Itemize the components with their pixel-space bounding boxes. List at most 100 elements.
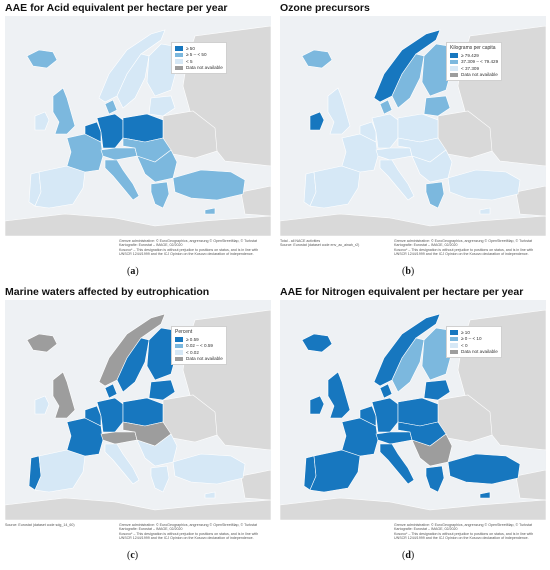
legend-label: 37.309 – < 79.429 xyxy=(461,59,499,65)
region-denmark xyxy=(379,99,393,115)
legend-swatch xyxy=(450,336,458,341)
legend-label: ≥ 5 – < 50 xyxy=(186,52,207,58)
credit-line: Kartografie: Eurostat – IMAGE, 02/2020 xyxy=(394,527,458,532)
region-denmark xyxy=(104,99,118,115)
region-middle-east xyxy=(240,185,271,217)
panel-label: (b) xyxy=(402,266,415,277)
legend-swatch xyxy=(450,72,458,77)
legend-item: Data not available xyxy=(175,356,223,363)
credits-note: Grenze administrative: © EuroGeographics… xyxy=(119,523,269,541)
legend-label: Data not available xyxy=(186,356,223,362)
region-north-africa xyxy=(5,213,271,236)
legend-swatch xyxy=(450,330,458,335)
legend-item: ≥ 0 – < 10 xyxy=(450,336,498,343)
region-ireland xyxy=(309,395,325,415)
credit-line: Kosovo* – This designation is without pr… xyxy=(119,247,259,252)
region-germany xyxy=(371,113,399,149)
legend-swatch xyxy=(175,59,183,64)
region-sweden xyxy=(391,53,425,109)
credit-line: UNSCR 1244/1999 and the ICJ Opinion on t… xyxy=(119,536,254,541)
credits-note: Grenze administrative: © EuroGeographics… xyxy=(119,239,269,257)
legend-item: ≥ 79.429 xyxy=(450,52,498,59)
legend-label: ≥ 50 xyxy=(186,45,195,51)
panel-label: (d) xyxy=(402,550,415,561)
legend-item: < 5 xyxy=(175,58,223,65)
legend-item: Data not available xyxy=(175,65,223,72)
region-uk xyxy=(52,371,76,419)
legend-item: ≥ 10 xyxy=(450,329,498,336)
choropleth-map xyxy=(5,300,271,520)
panel-title: AAE for Nitrogen equivalent per hectare … xyxy=(280,286,524,298)
region-greece xyxy=(150,465,170,493)
source-note: Total - all NACE activities Source: Euros… xyxy=(280,239,360,248)
region-middle-east xyxy=(515,469,546,501)
region-denmark xyxy=(379,383,393,399)
legend-item: < 0 xyxy=(450,342,498,349)
region-middle-east xyxy=(240,469,271,501)
region-balkans xyxy=(136,433,178,467)
legend-swatch xyxy=(175,65,183,70)
choropleth-map xyxy=(280,16,546,236)
region-middle-east xyxy=(515,185,546,217)
legend-swatch xyxy=(175,343,183,348)
legend-label: Data not available xyxy=(461,72,498,78)
credit-line: Kosovo* – This designation is without pr… xyxy=(119,531,259,536)
credit-line: Grenze administrative: © EuroGeographics… xyxy=(394,239,532,243)
region-poland xyxy=(122,397,164,427)
region-ireland xyxy=(309,111,325,131)
map-panel-a: AAE for Acid equivalent per hectare per … xyxy=(3,2,273,284)
credit-line: Grenze administrative: © EuroGeographics… xyxy=(119,523,257,527)
legend-item: ≥ 0.59 xyxy=(175,336,223,343)
credit-line: Grenze administrative: © EuroGeographics… xyxy=(394,523,532,527)
region-norway xyxy=(373,29,441,103)
choropleth-map xyxy=(5,16,271,236)
region-turkey xyxy=(447,453,521,485)
region-ireland xyxy=(34,111,50,131)
map-legend: Kilograms per capita ≥ 79.429 37.309 – < 7… xyxy=(446,42,503,81)
legend-label: ≥ 0 – < 10 xyxy=(461,336,482,342)
region-north-africa xyxy=(280,213,546,236)
region-baltics xyxy=(148,379,176,401)
legend-swatch xyxy=(175,52,183,57)
region-norway xyxy=(98,29,166,103)
legend-item: 0.02 – < 0.59 xyxy=(175,343,223,350)
region-poland xyxy=(397,397,439,427)
credit-line: UNSCR 1244/1999 and the ICJ Opinion on t… xyxy=(119,252,254,257)
legend-label: < 0 xyxy=(461,342,468,348)
credit-line: Grenze administrative: © EuroGeographics… xyxy=(119,239,257,243)
region-north-africa xyxy=(280,497,546,520)
region-balkans xyxy=(136,149,178,183)
region-germany xyxy=(96,113,124,149)
region-iceland xyxy=(301,49,333,69)
region-germany xyxy=(96,397,124,433)
region-benelux xyxy=(359,121,377,143)
credit-line: Kartografie: Eurostat – IMAGE, 02/2020 xyxy=(119,527,183,532)
region-turkey xyxy=(172,169,246,201)
region-italy xyxy=(104,443,140,485)
region-sweden xyxy=(391,337,425,393)
map-panel-c: Marine waters affected by eutrophication… xyxy=(3,286,273,568)
legend-item: 37.309 – < 79.429 xyxy=(450,59,498,66)
region-benelux xyxy=(359,405,377,427)
credit-line: UNSCR 1244/1999 and the ICJ Opinion on t… xyxy=(394,536,529,541)
legend-item: ≥ 5 – < 50 xyxy=(175,52,223,59)
region-sweden xyxy=(116,53,150,109)
legend-item: < 37.309 xyxy=(450,65,498,72)
legend-label: Data not available xyxy=(186,65,223,71)
region-norway xyxy=(98,313,166,387)
legend-item: Data not available xyxy=(450,72,498,79)
legend-item: Data not available xyxy=(450,349,498,356)
region-cyprus xyxy=(479,207,491,215)
credit-line: Kosovo* – This designation is without pr… xyxy=(394,247,534,252)
panel-label: (a) xyxy=(127,266,139,277)
region-benelux xyxy=(84,121,102,143)
region-uk xyxy=(52,87,76,135)
region-germany xyxy=(371,397,399,433)
source-note: Source: Eurostat (dataset code sdg_14_60… xyxy=(5,523,75,527)
credits-note: Grenze administrative: © EuroGeographics… xyxy=(394,523,544,541)
region-greece xyxy=(425,465,445,493)
region-turkey xyxy=(447,169,521,201)
region-ireland xyxy=(34,395,50,415)
map-legend: ≥ 10 ≥ 0 – < 10 < 0 Data not available xyxy=(446,326,502,358)
region-cyprus xyxy=(204,491,216,499)
